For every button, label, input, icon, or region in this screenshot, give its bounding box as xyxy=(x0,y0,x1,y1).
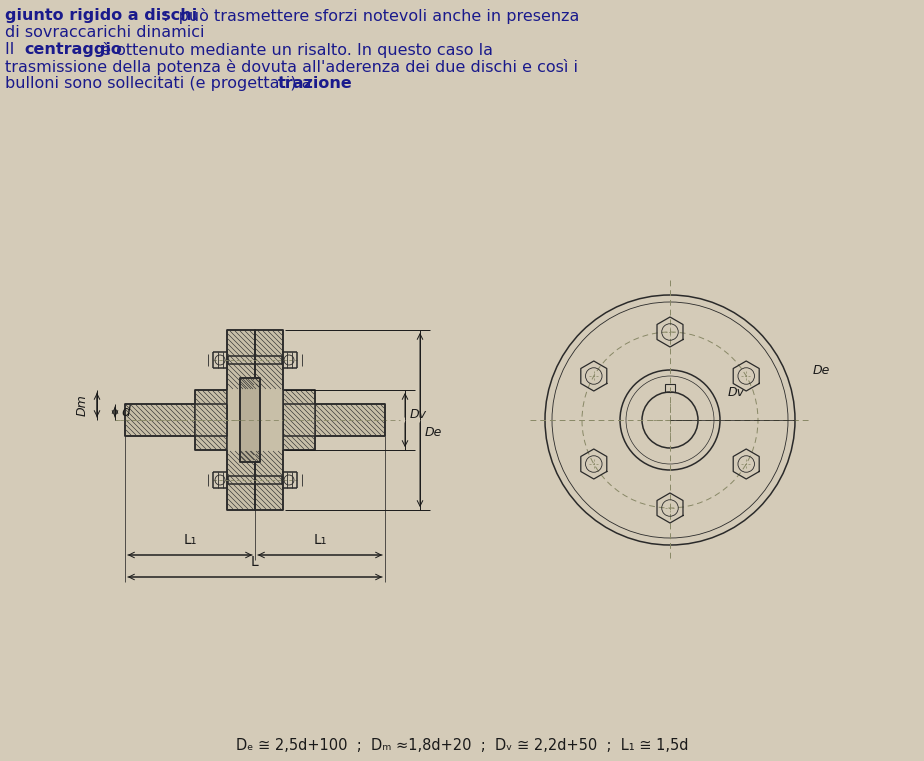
Text: L₁: L₁ xyxy=(313,533,327,547)
Bar xyxy=(195,390,227,450)
Text: di sovraccarichi dinamici: di sovraccarichi dinamici xyxy=(5,25,204,40)
Bar xyxy=(227,330,255,510)
Text: De: De xyxy=(425,425,443,438)
Bar xyxy=(255,330,283,510)
Text: d: d xyxy=(121,405,129,419)
Text: trasmissione della potenza è dovuta all'aderenza dei due dischi e così i: trasmissione della potenza è dovuta all'… xyxy=(5,59,578,75)
Text: giunto rigido a dischi: giunto rigido a dischi xyxy=(5,8,197,23)
Bar xyxy=(283,390,315,450)
Text: centraggio: centraggio xyxy=(25,42,122,57)
Text: trazione: trazione xyxy=(278,76,353,91)
Text: Il: Il xyxy=(5,42,19,57)
Text: è ottenuto mediante un risalto. In questo caso la: è ottenuto mediante un risalto. In quest… xyxy=(96,42,493,58)
Text: bulloni sono sollecitati (e progettati) a: bulloni sono sollecitati (e progettati) … xyxy=(5,76,317,91)
Bar xyxy=(665,384,675,392)
Text: L₁: L₁ xyxy=(183,533,197,547)
Bar xyxy=(125,404,195,436)
Bar xyxy=(240,378,260,462)
Text: Dv: Dv xyxy=(728,387,745,400)
Bar xyxy=(315,404,385,436)
Text: De: De xyxy=(813,364,831,377)
Text: L: L xyxy=(251,555,259,569)
Text: Dₑ ≅ 2,5d+100  ;  Dₘ ≈1,8d+20  ;  Dᵥ ≅ 2,2d+50  ;  L₁ ≅ 1,5d: Dₑ ≅ 2,5d+100 ; Dₘ ≈1,8d+20 ; Dᵥ ≅ 2,2d+… xyxy=(236,737,688,753)
Text: Dm: Dm xyxy=(76,394,89,416)
Text: :  può trasmettere sforzi notevoli anche in presenza: : può trasmettere sforzi notevoli anche … xyxy=(164,8,579,24)
Text: Dv: Dv xyxy=(410,409,427,422)
